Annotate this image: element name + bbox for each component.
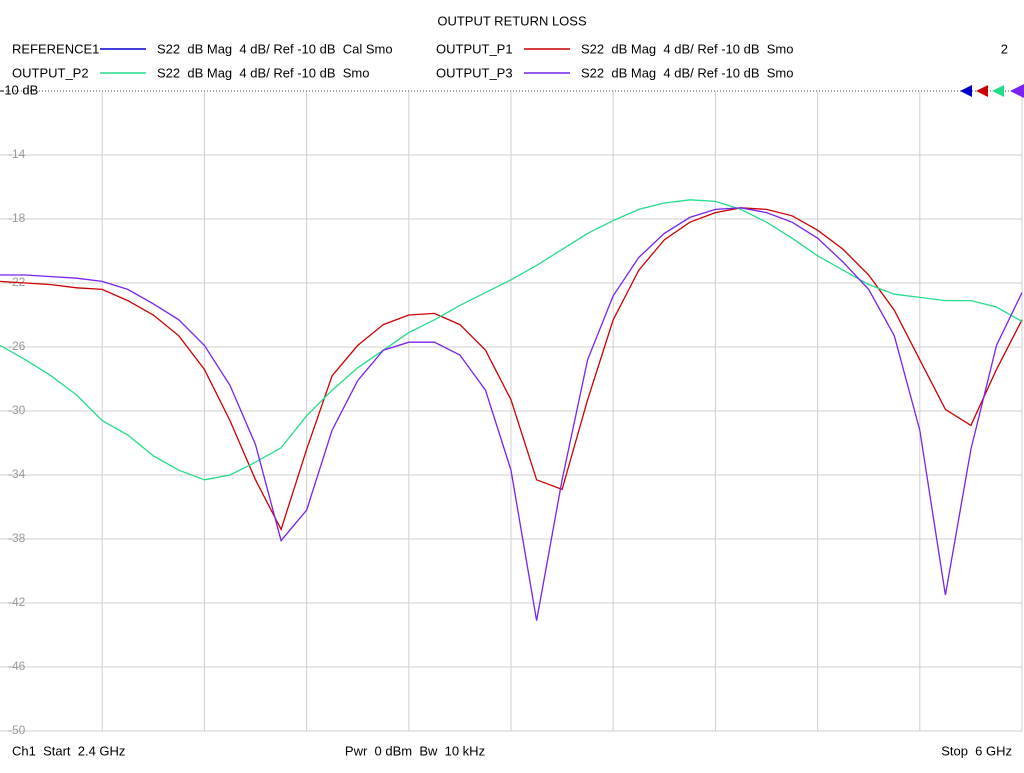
reference-marker xyxy=(1010,84,1024,98)
footer-stop: Stop 6 GHz xyxy=(941,743,1012,758)
y-tick-label: -42 xyxy=(8,595,26,609)
footer-start: Ch1 Start 2.4 GHz xyxy=(12,743,125,758)
reference-marker xyxy=(960,85,972,97)
trace-line xyxy=(0,199,1023,481)
y-tick-label: -34 xyxy=(8,467,26,481)
window-number: 2 xyxy=(1001,41,1008,56)
legend-name: OUTPUT_P1 xyxy=(436,41,513,56)
y-tick-label: -50 xyxy=(8,723,26,737)
legend-description: S22 dB Mag 4 dB/ Ref -10 dB Smo xyxy=(581,41,793,56)
y-tick-label: -14 xyxy=(8,147,26,161)
footer-power: Pwr 0 dBm Bw 10 kHz xyxy=(345,743,485,758)
y-tick-label: -30 xyxy=(8,403,26,417)
y-tick-label: -26 xyxy=(8,339,26,353)
y-tick-label: -10 dB xyxy=(0,82,38,97)
y-tick-label: -46 xyxy=(8,659,26,673)
chart-title: OUTPUT RETURN LOSS xyxy=(437,13,587,28)
trace-line xyxy=(0,207,1023,621)
legend-description: S22 dB Mag 4 dB/ Ref -10 dB Cal Smo xyxy=(157,41,393,56)
legend-description: S22 dB Mag 4 dB/ Ref -10 dB Smo xyxy=(581,65,793,80)
reference-marker xyxy=(992,85,1004,97)
y-tick-label: -18 xyxy=(8,211,26,225)
reference-marker xyxy=(976,85,988,97)
legend-description: S22 dB Mag 4 dB/ Ref -10 dB Smo xyxy=(157,65,369,80)
y-tick-label: -38 xyxy=(8,531,26,545)
legend-name: REFERENCE1 xyxy=(12,41,99,56)
trace-line xyxy=(0,207,1023,532)
legend-name: OUTPUT_P3 xyxy=(436,65,513,80)
legend-name: OUTPUT_P2 xyxy=(12,65,89,80)
